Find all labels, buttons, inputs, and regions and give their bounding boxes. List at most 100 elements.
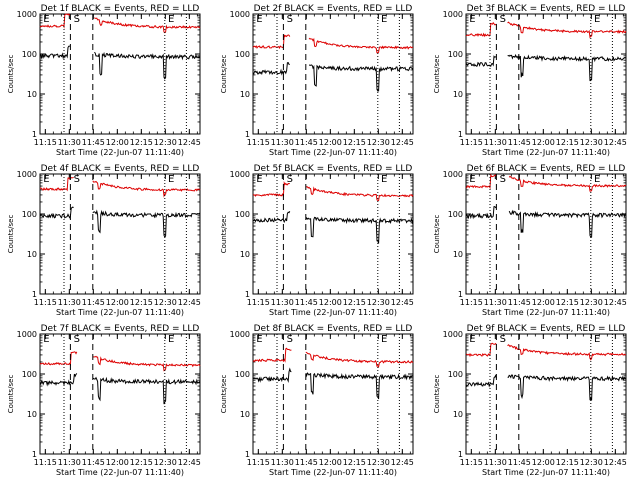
y-tick-label: 1000 — [17, 10, 37, 19]
x-tick-label: 12:00 — [319, 138, 342, 147]
panel-det-9: Det 9f BLACK = Events, RED = LLD 1 10 100 10… — [433, 324, 627, 477]
x-tick-label: 12:15 — [556, 138, 579, 147]
panel-det-2: Det 2f BLACK = Events, RED = LLD 1 10 100 10… — [220, 4, 414, 157]
panel-det-5: Det 5f BLACK = Events, RED = LLD 1 10 100 10… — [220, 164, 414, 317]
x-tick-label: 12:45 — [178, 458, 201, 467]
x-tick-label: 12:30 — [580, 458, 603, 467]
x-tick-label: 12:15 — [130, 458, 153, 467]
x-axis-label: Start Time (22-Jun-07 11:11:40) — [56, 468, 184, 477]
marker-label: E — [256, 334, 262, 345]
x-tick-label: 12:30 — [154, 138, 177, 147]
marker-label: E — [594, 174, 600, 185]
x-tick-label: 12:45 — [391, 138, 414, 147]
panel-det-3: Det 3f BLACK = Events, RED = LLD 1 10 100 10… — [433, 4, 627, 157]
x-tick-label: 11:15 — [460, 138, 483, 147]
y-tick-label: 100 — [235, 370, 250, 379]
y-tick-label: 1 — [245, 130, 250, 139]
panel-title: Det 6f BLACK = Events, RED = LLD — [467, 164, 626, 174]
y-tick-label: 100 — [235, 50, 250, 59]
x-tick-label: 11:30 — [271, 298, 294, 307]
x-axis-label: Start Time (22-Jun-07 11:11:40) — [56, 148, 184, 157]
y-tick-label: 10 — [240, 90, 250, 99]
y-axis-label: Counts/sec — [433, 375, 441, 414]
x-tick-label: 11:45 — [82, 458, 105, 467]
x-tick-label: 11:45 — [295, 458, 318, 467]
panel-title: Det 2f BLACK = Events, RED = LLD — [254, 4, 413, 14]
x-tick-label: 12:30 — [580, 138, 603, 147]
y-tick-label: 10 — [240, 410, 250, 419]
y-tick-label: 1 — [32, 290, 37, 299]
series-lld-line — [466, 342, 627, 361]
marker-label: E — [168, 334, 174, 345]
x-tick-label: 12:15 — [343, 138, 366, 147]
marker-label: E — [469, 174, 475, 185]
x-tick-label: 11:15 — [247, 138, 270, 147]
y-tick-label: 100 — [22, 50, 37, 59]
y-tick-label: 1000 — [443, 330, 463, 339]
marker-label: S — [500, 334, 506, 345]
marker-label: E — [381, 334, 387, 345]
y-tick-label: 1 — [32, 450, 37, 459]
y-tick-label: 1 — [458, 130, 463, 139]
x-tick-label: 12:15 — [556, 458, 579, 467]
x-tick-label: 11:30 — [484, 298, 507, 307]
x-tick-label: 12:30 — [367, 138, 390, 147]
series-lld-line — [39, 176, 201, 198]
x-tick-label: 12:15 — [130, 298, 153, 307]
marker-label: S — [500, 174, 506, 185]
y-tick-label: 100 — [448, 50, 463, 59]
y-tick-label: 1 — [245, 450, 250, 459]
x-tick-label: 11:30 — [484, 458, 507, 467]
plot-frame — [465, 13, 627, 135]
series-lld-line — [465, 21, 627, 39]
x-tick-label: 11:45 — [82, 298, 105, 307]
y-tick-label: 10 — [27, 250, 37, 259]
marker-label: S — [500, 14, 506, 25]
plot-frame — [39, 173, 201, 295]
marker-label: S — [74, 174, 80, 185]
panel-det-8: Det 8f BLACK = Events, RED = LLD 1 10 100 10… — [220, 324, 414, 477]
marker-label: E — [43, 174, 49, 185]
marker-label: E — [43, 334, 49, 345]
y-tick-label: 100 — [235, 210, 250, 219]
plot-frame — [465, 333, 627, 455]
series-events-line — [252, 367, 414, 400]
series-events-line — [465, 374, 627, 401]
x-tick-label: 11:30 — [484, 138, 507, 147]
panel-title: Det 3f BLACK = Events, RED = LLD — [467, 4, 626, 14]
x-tick-label: 12:30 — [367, 298, 390, 307]
series-lld-line — [252, 347, 414, 369]
panel-title: Det 4f BLACK = Events, RED = LLD — [41, 164, 200, 174]
x-axis-label: Start Time (22-Jun-07 11:11:40) — [269, 148, 397, 157]
marker-label: E — [469, 14, 475, 25]
x-tick-label: 11:45 — [295, 138, 318, 147]
x-tick-label: 12:00 — [106, 458, 129, 467]
y-tick-label: 1000 — [443, 170, 463, 179]
x-tick-label: 11:30 — [271, 458, 294, 467]
plot-frame — [252, 173, 414, 295]
y-tick-label: 1 — [245, 290, 250, 299]
x-tick-label: 12:15 — [130, 138, 153, 147]
y-axis-label: Counts/sec — [7, 375, 15, 414]
plot-frame — [39, 333, 201, 455]
x-tick-label: 11:45 — [508, 458, 531, 467]
y-tick-label: 1 — [32, 130, 37, 139]
x-tick-label: 11:15 — [34, 458, 57, 467]
x-axis-label: Start Time (22-Jun-07 11:11:40) — [269, 468, 397, 477]
series-events-line — [465, 53, 627, 82]
y-tick-label: 1000 — [230, 330, 250, 339]
y-tick-label: 10 — [27, 90, 37, 99]
x-tick-label: 11:45 — [508, 298, 531, 307]
series-lld-line — [39, 351, 201, 372]
marker-label: E — [594, 334, 600, 345]
x-tick-label: 12:30 — [367, 458, 390, 467]
y-axis-label: Counts/sec — [220, 55, 228, 94]
y-tick-label: 10 — [240, 250, 250, 259]
marker-label: E — [381, 14, 387, 25]
marker-label: E — [256, 14, 262, 25]
x-tick-label: 12:45 — [604, 458, 627, 467]
series-events-line — [465, 206, 627, 238]
series-lld-line — [252, 34, 413, 54]
y-tick-label: 100 — [22, 370, 37, 379]
marker-label: E — [168, 14, 174, 25]
